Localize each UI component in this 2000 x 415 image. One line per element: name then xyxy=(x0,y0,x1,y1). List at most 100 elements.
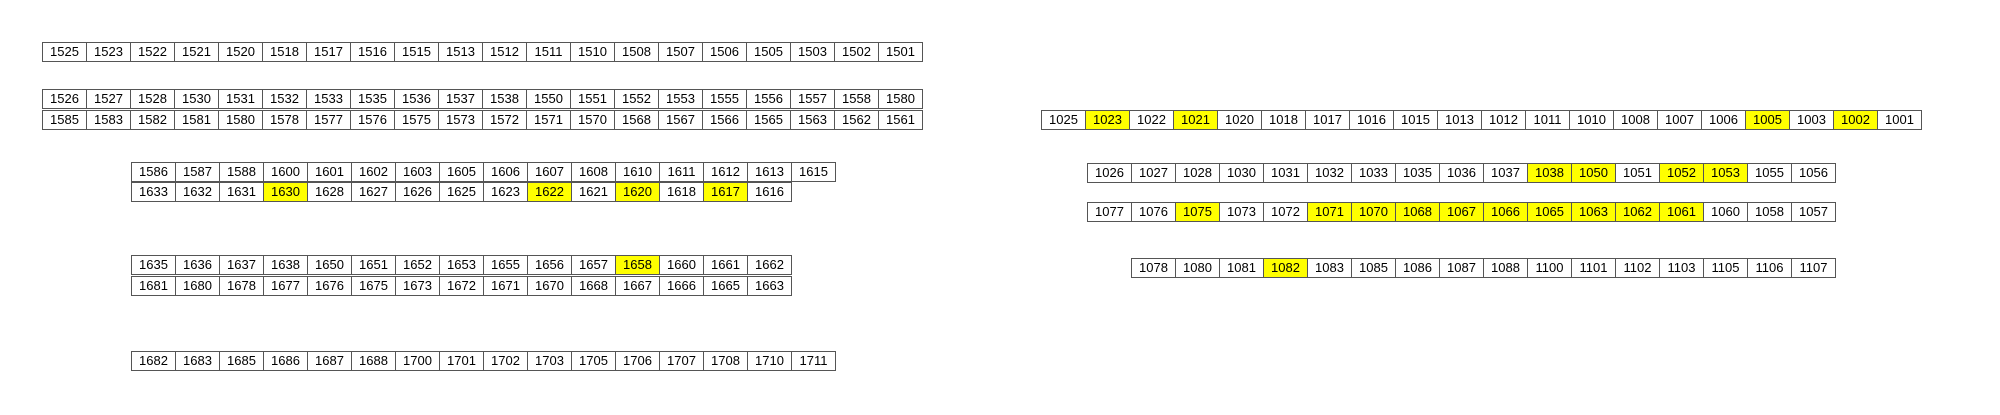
cell: 1032 xyxy=(1307,163,1352,183)
cell: 1030 xyxy=(1219,163,1264,183)
cell: 1011 xyxy=(1525,110,1570,130)
cell: 1558 xyxy=(834,89,879,109)
cell: 1070 xyxy=(1351,202,1396,222)
cell: 1610 xyxy=(615,162,660,182)
cell: 1012 xyxy=(1481,110,1526,130)
cell: 1532 xyxy=(262,89,307,109)
cell: 1572 xyxy=(482,110,527,130)
cell: 1628 xyxy=(307,182,352,202)
cell: 1051 xyxy=(1615,163,1660,183)
cell: 1680 xyxy=(175,276,220,296)
cell: 1516 xyxy=(350,42,395,62)
cell: 1553 xyxy=(658,89,703,109)
cell: 1661 xyxy=(703,255,748,275)
cell-row: 1633 1632 1631 1630 1628 1627 1626 1625 1623 1622… xyxy=(131,182,792,202)
cell: 1537 xyxy=(438,89,483,109)
cell: 1068 xyxy=(1395,202,1440,222)
cell: 1523 xyxy=(86,42,131,62)
cell: 1021 xyxy=(1173,110,1218,130)
cell: 1613 xyxy=(747,162,792,182)
cell: 1001 xyxy=(1877,110,1922,130)
cell: 1612 xyxy=(703,162,748,182)
cell: 1103 xyxy=(1659,258,1704,278)
cell: 1583 xyxy=(86,110,131,130)
cell: 1528 xyxy=(130,89,175,109)
cell: 1521 xyxy=(174,42,219,62)
cell: 1033 xyxy=(1351,163,1396,183)
cell: 1600 xyxy=(263,162,308,182)
cell: 1586 xyxy=(131,162,176,182)
cell: 1531 xyxy=(218,89,263,109)
cell: 1581 xyxy=(174,110,219,130)
cell: 1665 xyxy=(703,276,748,296)
cell: 1525 xyxy=(42,42,87,62)
cell-row: 1525 1523 1522 1521 1520 1518 1517 1516 1515 1513… xyxy=(42,42,923,62)
cell: 1617 xyxy=(703,182,748,202)
cell: 1055 xyxy=(1747,163,1792,183)
cell: 1575 xyxy=(394,110,439,130)
cell: 1036 xyxy=(1439,163,1484,183)
cell: 1622 xyxy=(527,182,572,202)
cell: 1685 xyxy=(219,351,264,371)
cell: 1520 xyxy=(218,42,263,62)
cell: 1022 xyxy=(1129,110,1174,130)
cell: 1655 xyxy=(483,255,528,275)
cell: 1071 xyxy=(1307,202,1352,222)
cell: 1050 xyxy=(1571,163,1616,183)
cell: 1611 xyxy=(659,162,704,182)
cell: 1082 xyxy=(1263,258,1308,278)
cell-row: 1078 1080 1081 1082 1083 1085 1086 1087 1088 1100… xyxy=(1131,258,1836,278)
cell: 1101 xyxy=(1571,258,1616,278)
cell: 1582 xyxy=(130,110,175,130)
cell: 1578 xyxy=(262,110,307,130)
cell: 1700 xyxy=(395,351,440,371)
cell: 1087 xyxy=(1439,258,1484,278)
cell: 1573 xyxy=(438,110,483,130)
cell: 1510 xyxy=(570,42,615,62)
cell: 1673 xyxy=(395,276,440,296)
cell: 1705 xyxy=(571,351,616,371)
cell: 1607 xyxy=(527,162,572,182)
cell: 1515 xyxy=(394,42,439,62)
cell: 1660 xyxy=(659,255,704,275)
cell: 1538 xyxy=(482,89,527,109)
cell: 1710 xyxy=(747,351,792,371)
cell-row: 1026 1027 1028 1030 1031 1032 1033 1035 1036 1037… xyxy=(1087,163,1836,183)
cell: 1706 xyxy=(615,351,660,371)
cell: 1650 xyxy=(307,255,352,275)
cell: 1083 xyxy=(1307,258,1352,278)
cell: 1570 xyxy=(570,110,615,130)
cell: 1506 xyxy=(702,42,747,62)
cell: 1511 xyxy=(526,42,571,62)
cell: 1675 xyxy=(351,276,396,296)
cell: 1556 xyxy=(746,89,791,109)
cell: 1533 xyxy=(306,89,351,109)
cell: 1711 xyxy=(791,351,836,371)
cell: 1081 xyxy=(1219,258,1264,278)
cell: 1076 xyxy=(1131,202,1176,222)
cell: 1670 xyxy=(527,276,572,296)
cell: 1002 xyxy=(1833,110,1878,130)
cell: 1028 xyxy=(1175,163,1220,183)
cell: 1013 xyxy=(1437,110,1482,130)
cell: 1563 xyxy=(790,110,835,130)
cell: 1565 xyxy=(746,110,791,130)
cell: 1005 xyxy=(1745,110,1790,130)
cell: 1682 xyxy=(131,351,176,371)
cell: 1635 xyxy=(131,255,176,275)
cell: 1053 xyxy=(1703,163,1748,183)
cell: 1636 xyxy=(175,255,220,275)
cell: 1530 xyxy=(174,89,219,109)
cell: 1652 xyxy=(395,255,440,275)
cell: 1078 xyxy=(1131,258,1176,278)
cell: 1535 xyxy=(350,89,395,109)
cell: 1502 xyxy=(834,42,879,62)
cell: 1587 xyxy=(175,162,220,182)
cell: 1630 xyxy=(263,182,308,202)
cell: 1623 xyxy=(483,182,528,202)
cell: 1678 xyxy=(219,276,264,296)
cell: 1513 xyxy=(438,42,483,62)
cell: 1017 xyxy=(1305,110,1350,130)
cell: 1065 xyxy=(1527,202,1572,222)
